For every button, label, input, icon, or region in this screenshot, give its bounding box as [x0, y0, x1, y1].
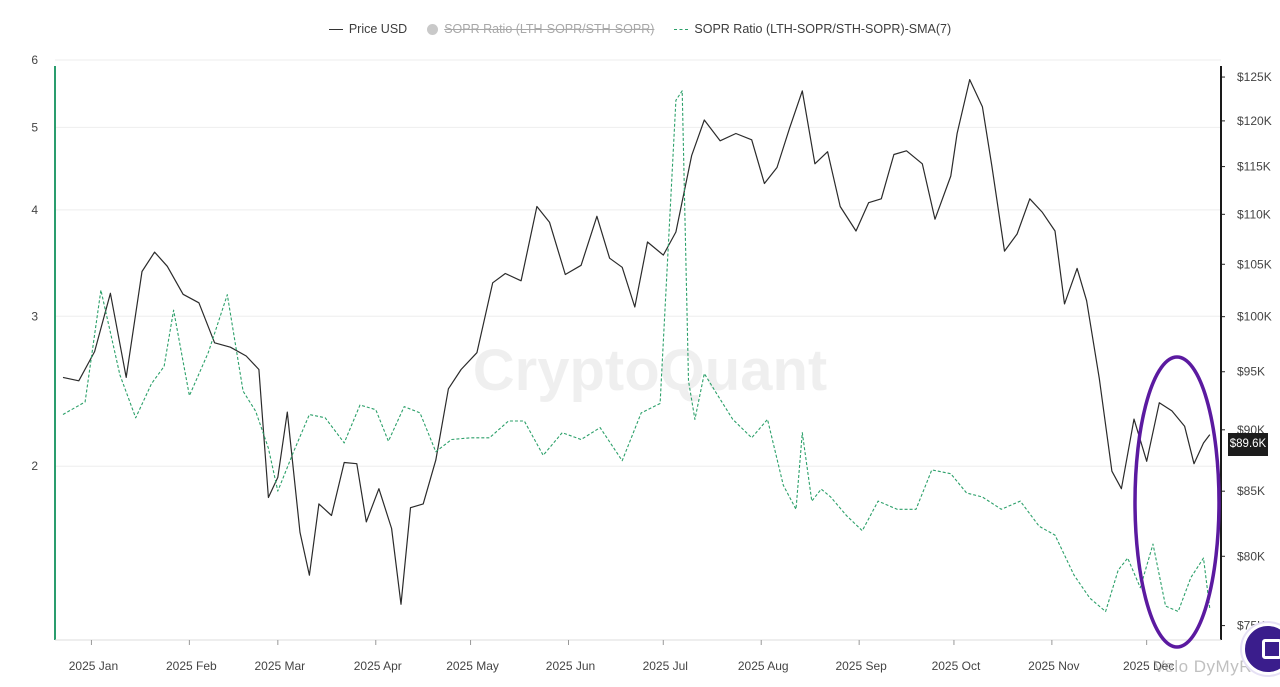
- right-tick-label: $85K: [1237, 484, 1265, 498]
- x-tick-label: 2025 Sep: [835, 659, 887, 673]
- watermark-text: CryptoQuant: [473, 338, 827, 403]
- right-tick-label: $110K: [1237, 207, 1271, 221]
- x-tick-label: 2025 Mar: [254, 659, 305, 673]
- current-price-tag: $89.6K: [1228, 433, 1268, 456]
- x-tick-label: 2025 Jan: [69, 659, 118, 673]
- x-tick-label: 2025 Oct: [932, 659, 981, 673]
- legend-item-sma[interactable]: SOPR Ratio (LTH-SOPR/STH-SOPR)-SMA(7): [674, 22, 951, 36]
- price-line-swatch-icon: [328, 28, 343, 30]
- left-tick-label: 5: [31, 120, 38, 134]
- left-tick-label: 4: [31, 203, 38, 217]
- legend-sma-label: SOPR Ratio (LTH-SOPR/STH-SOPR)-SMA(7): [694, 22, 952, 36]
- chat-support-button[interactable]: [1242, 623, 1280, 675]
- series-lines: [62, 78, 1211, 613]
- right-tick-label: $80K: [1237, 549, 1265, 563]
- price-series-line: [62, 78, 1211, 605]
- x-tick-label: 2025 Apr: [354, 659, 402, 673]
- x-tick-label: 2025 May: [446, 659, 499, 673]
- right-tick-label: $95K: [1237, 365, 1265, 379]
- corner-watermark-text: Velo DyMyR: [1153, 657, 1252, 676]
- left-tick-label: 2: [31, 459, 38, 473]
- legend-price-label: Price USD: [348, 22, 408, 36]
- x-tick-label: 2025 Nov: [1028, 659, 1079, 673]
- right-tick-label: $120K: [1237, 114, 1272, 128]
- right-tick-label: $125K: [1237, 70, 1272, 84]
- x-tick-label: 2025 Aug: [738, 659, 789, 673]
- legend-sopr-label: SOPR Ratio (LTH-SOPR/STH-SOPR): [444, 22, 655, 36]
- sopr-dot-swatch-icon: [427, 23, 439, 35]
- left-tick-label: 3: [31, 309, 38, 323]
- x-tick-label: 2025 Jul: [643, 659, 688, 673]
- x-tick-label: 2025 Jun: [546, 659, 595, 673]
- x-tick-label: 2025 Feb: [166, 659, 217, 673]
- sma-series-line: [62, 90, 1211, 613]
- right-tick-label: $100K: [1237, 310, 1272, 324]
- chart-legend: Price USD SOPR Ratio (LTH-SOPR/STH-SOPR)…: [0, 22, 1280, 36]
- right-tick-label: $115K: [1237, 160, 1271, 174]
- sma-dash-swatch-icon: [674, 28, 689, 30]
- grid-lines: [55, 59, 1221, 467]
- right-tick-label: $105K: [1237, 257, 1272, 271]
- left-tick-label: 6: [31, 53, 38, 67]
- axes: [54, 66, 1225, 645]
- legend-item-sopr[interactable]: SOPR Ratio (LTH-SOPR/STH-SOPR): [427, 22, 654, 36]
- legend-item-price[interactable]: Price USD: [328, 22, 408, 36]
- x-tick-label: 2025 Dec: [1123, 659, 1174, 673]
- highlight-ellipse: [1133, 355, 1221, 649]
